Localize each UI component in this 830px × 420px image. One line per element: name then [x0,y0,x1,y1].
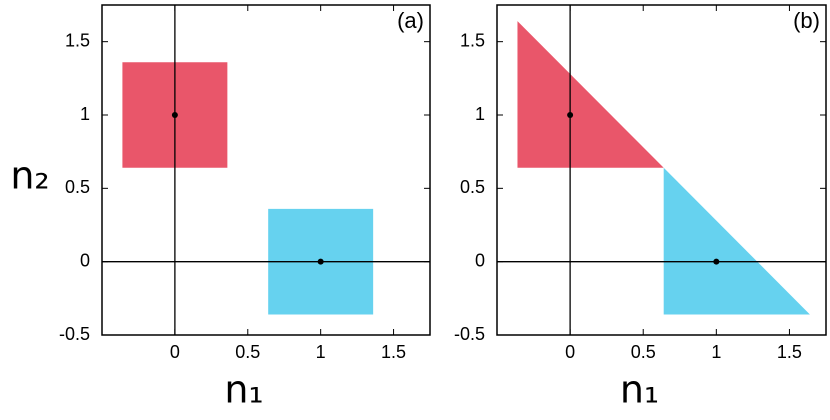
x-axis-label: n₁ [224,368,263,412]
x-tick-label: 1 [711,342,721,362]
x-tick-label: 0 [170,342,180,362]
panel-label: (a) [397,8,424,33]
x-tick-label: 0 [565,342,575,362]
x-axis-label: n₁ [620,368,659,412]
x-tick-label: 1.5 [777,342,802,362]
region [517,21,664,168]
y-tick-label: 1 [475,104,485,124]
point [713,258,720,265]
point [317,258,324,265]
y-tick-label: 0.5 [460,177,485,197]
y-tick-label: 1.5 [65,30,90,50]
y-tick-label: -0.5 [59,324,90,344]
x-tick-label: 0.5 [235,342,260,362]
panel-label: (b) [793,8,820,33]
point [567,112,574,118]
y-tick-label: 0 [475,250,485,270]
region [663,167,810,315]
y-tick-label: 0.5 [65,177,90,197]
plot-frame [496,4,827,336]
plot-frame [101,4,431,336]
x-tick-label: 1.5 [381,342,406,362]
y-tick-label: -0.5 [454,324,485,344]
y-tick-label: 1.5 [460,30,485,50]
y-tick-label: 0 [80,250,90,270]
x-tick-label: 0.5 [631,342,656,362]
y-axis-label: n₂ [10,154,49,198]
point [171,112,178,118]
x-tick-label: 1 [316,342,326,362]
y-tick-label: 1 [80,104,90,124]
